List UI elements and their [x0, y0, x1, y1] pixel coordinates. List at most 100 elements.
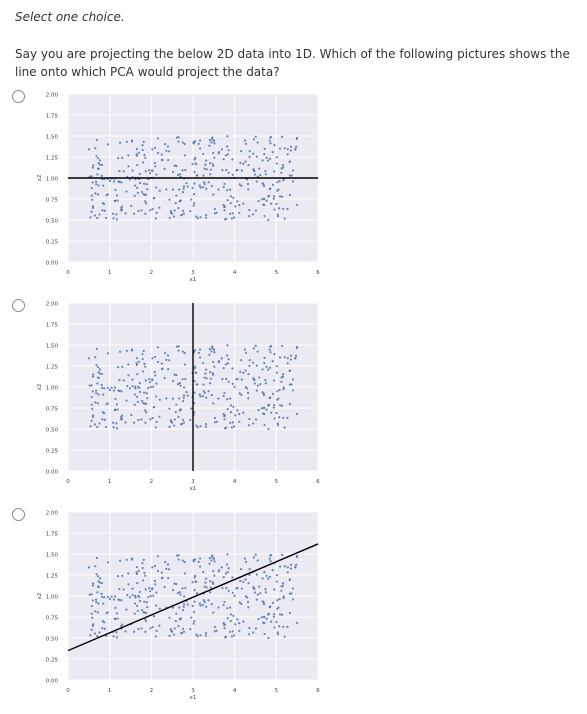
data-point [282, 388, 285, 391]
data-point [143, 571, 146, 574]
data-point [289, 567, 293, 570]
data-point [246, 600, 250, 604]
data-point [189, 209, 192, 213]
data-point [263, 362, 266, 365]
data-point [182, 421, 186, 424]
x-tick-label: 0 [66, 270, 70, 276]
data-point [177, 415, 180, 419]
data-point [179, 199, 182, 202]
data-point [264, 170, 267, 173]
data-point [178, 397, 181, 400]
data-point [161, 367, 164, 370]
data-point [103, 596, 106, 599]
option-3-radio[interactable] [12, 508, 25, 521]
option-1[interactable]: 0.00 0.25 0.50 0.75 1.00 1.25 1.50 1.75 2.00 0 1 2 3… [0, 86, 587, 296]
data-point [90, 395, 93, 399]
data-point [173, 209, 176, 212]
data-point [262, 392, 265, 395]
data-point [138, 590, 141, 594]
data-point [192, 611, 196, 614]
option-3-chart: 0.00 0.25 0.50 0.75 1.00 1.25 1.50 1.75 2.00 0 1 2 3… [37, 511, 320, 702]
data-point [215, 420, 218, 423]
data-point [229, 404, 233, 407]
data-point [168, 616, 171, 619]
data-point [202, 152, 205, 156]
data-point [286, 625, 289, 628]
data-point [147, 386, 150, 390]
data-point [202, 174, 205, 177]
data-point [235, 587, 238, 590]
data-point [229, 620, 232, 623]
data-point [141, 566, 144, 570]
data-point [282, 207, 285, 210]
data-point [204, 425, 208, 428]
data-point [229, 421, 232, 424]
data-point [223, 627, 226, 630]
data-point [294, 148, 297, 151]
data-point [137, 360, 140, 363]
data-point [252, 138, 255, 141]
data-point [268, 575, 272, 578]
data-point [268, 157, 272, 160]
data-point [226, 153, 229, 156]
data-point [258, 376, 261, 379]
y-tick-label: 0.75 [46, 407, 59, 413]
data-point [154, 217, 157, 220]
data-point [130, 413, 133, 417]
data-point [144, 365, 147, 368]
x-tick-label: 2 [150, 270, 154, 276]
data-point [131, 169, 134, 172]
data-point [280, 553, 284, 557]
data-point [212, 569, 215, 573]
option-3[interactable]: 0.00 0.25 0.50 0.75 1.00 1.25 1.50 1.75 2.00 0 1 2 3… [0, 504, 587, 714]
data-point [288, 578, 291, 582]
data-point [175, 612, 178, 615]
data-point [95, 556, 99, 559]
data-point [96, 366, 100, 369]
data-point [265, 199, 268, 202]
data-point [222, 158, 225, 161]
option-1-radio[interactable] [12, 90, 25, 103]
data-point [278, 389, 281, 392]
data-point [268, 366, 272, 369]
data-point [269, 560, 272, 563]
data-point [180, 213, 183, 217]
data-point [186, 394, 189, 397]
data-point [151, 378, 154, 381]
data-point [204, 581, 207, 584]
data-point [276, 424, 280, 427]
data-point [174, 410, 177, 414]
data-point [143, 402, 146, 405]
data-point [98, 159, 102, 162]
y-tick-label: 1.25 [46, 365, 59, 371]
data-point [141, 353, 144, 356]
data-point [148, 378, 151, 381]
data-point [270, 202, 273, 205]
data-point [242, 411, 245, 414]
data-point [226, 362, 229, 365]
data-point [280, 380, 283, 383]
data-point [223, 414, 227, 417]
data-point [193, 600, 196, 603]
data-point [120, 624, 123, 628]
data-point [253, 591, 257, 594]
data-point [154, 374, 157, 377]
data-point [204, 423, 208, 426]
data-point [253, 173, 257, 176]
data-point [96, 193, 99, 196]
data-point [276, 633, 280, 636]
y-tick-label: 1.25 [46, 156, 59, 162]
data-point [94, 180, 98, 183]
option-2[interactable]: 0.00 0.25 0.50 0.75 1.00 1.25 1.50 1.75 2.00 0 1 2 3… [0, 295, 587, 505]
data-point [101, 411, 104, 414]
data-point [275, 574, 278, 577]
data-point [225, 586, 228, 590]
data-point [231, 158, 234, 161]
data-point [267, 368, 270, 371]
data-point [193, 171, 196, 174]
data-point [271, 392, 275, 395]
data-point [291, 587, 295, 590]
option-2-radio[interactable] [12, 299, 25, 312]
data-point [89, 634, 92, 637]
data-point [95, 601, 98, 604]
